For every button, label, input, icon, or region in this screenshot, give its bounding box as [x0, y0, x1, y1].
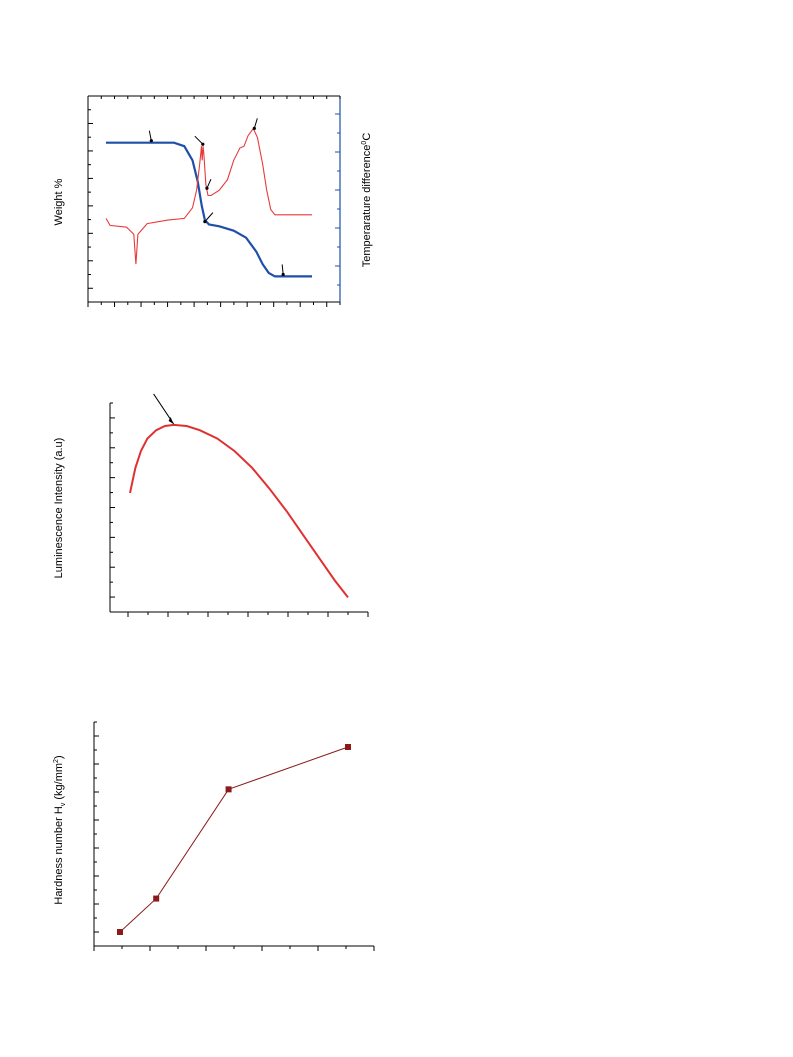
left-axis-ticks: [94, 721, 99, 947]
bottom-axis-ticks: [87, 96, 341, 307]
annotation-arrow: [194, 135, 204, 145]
luminescence-line: [129, 423, 349, 599]
data-point-marker: [117, 929, 123, 935]
annotation-arrowhead: [149, 139, 153, 143]
hardness-chart: Hardness number Hv (kg/mm2): [53, 721, 375, 951]
annotation-arrowhead: [252, 126, 256, 130]
thermal-analysis-chart: Weight % Temperarature difference0C: [53, 95, 373, 307]
plot-frame: [87, 95, 341, 303]
series-lines: [105, 127, 312, 278]
annotation-arrows: [153, 393, 175, 425]
annotation-arrow: [253, 118, 258, 129]
right-axis-ticks: [335, 113, 340, 286]
hardness-line: [119, 746, 349, 933]
data-point-marker: [225, 786, 232, 793]
annotation-arrowhead: [281, 272, 285, 277]
annotation-arrowhead: [168, 416, 174, 424]
left-axis-label: Luminescence Intensity (a.u): [53, 438, 65, 579]
left-axis-ticks: [88, 95, 93, 303]
annotation-arrowhead: [201, 142, 205, 146]
data-point-marker: [345, 744, 351, 750]
annotation-arrowhead: [205, 186, 209, 190]
data-markers: [117, 744, 351, 935]
right-axis-label: Temperarature difference0C: [361, 133, 373, 268]
series-lines: [129, 423, 349, 599]
annotation-arrow: [204, 212, 214, 222]
dta-temperature-line: [105, 127, 312, 265]
annotation-arrow: [206, 178, 212, 189]
annotation-arrowhead: [203, 220, 207, 224]
annotation-arrows: [148, 118, 285, 277]
left-axis-label: Hardness number Hv (kg/mm2): [53, 755, 67, 904]
luminescence-chart: Luminescence Intensity (a.u): [53, 393, 369, 617]
bottom-axis-ticks: [93, 946, 375, 951]
left-axis-label: Weight %: [53, 178, 65, 225]
bottom-axis-ticks: [127, 612, 369, 617]
data-point-marker: [153, 895, 160, 902]
plot-frame: [93, 722, 374, 947]
annotation-arrow: [281, 264, 284, 275]
left-axis-ticks: [110, 402, 115, 613]
annotation-arrow: [148, 130, 152, 141]
tga-weight-line: [106, 141, 312, 278]
series-lines: [119, 746, 349, 933]
